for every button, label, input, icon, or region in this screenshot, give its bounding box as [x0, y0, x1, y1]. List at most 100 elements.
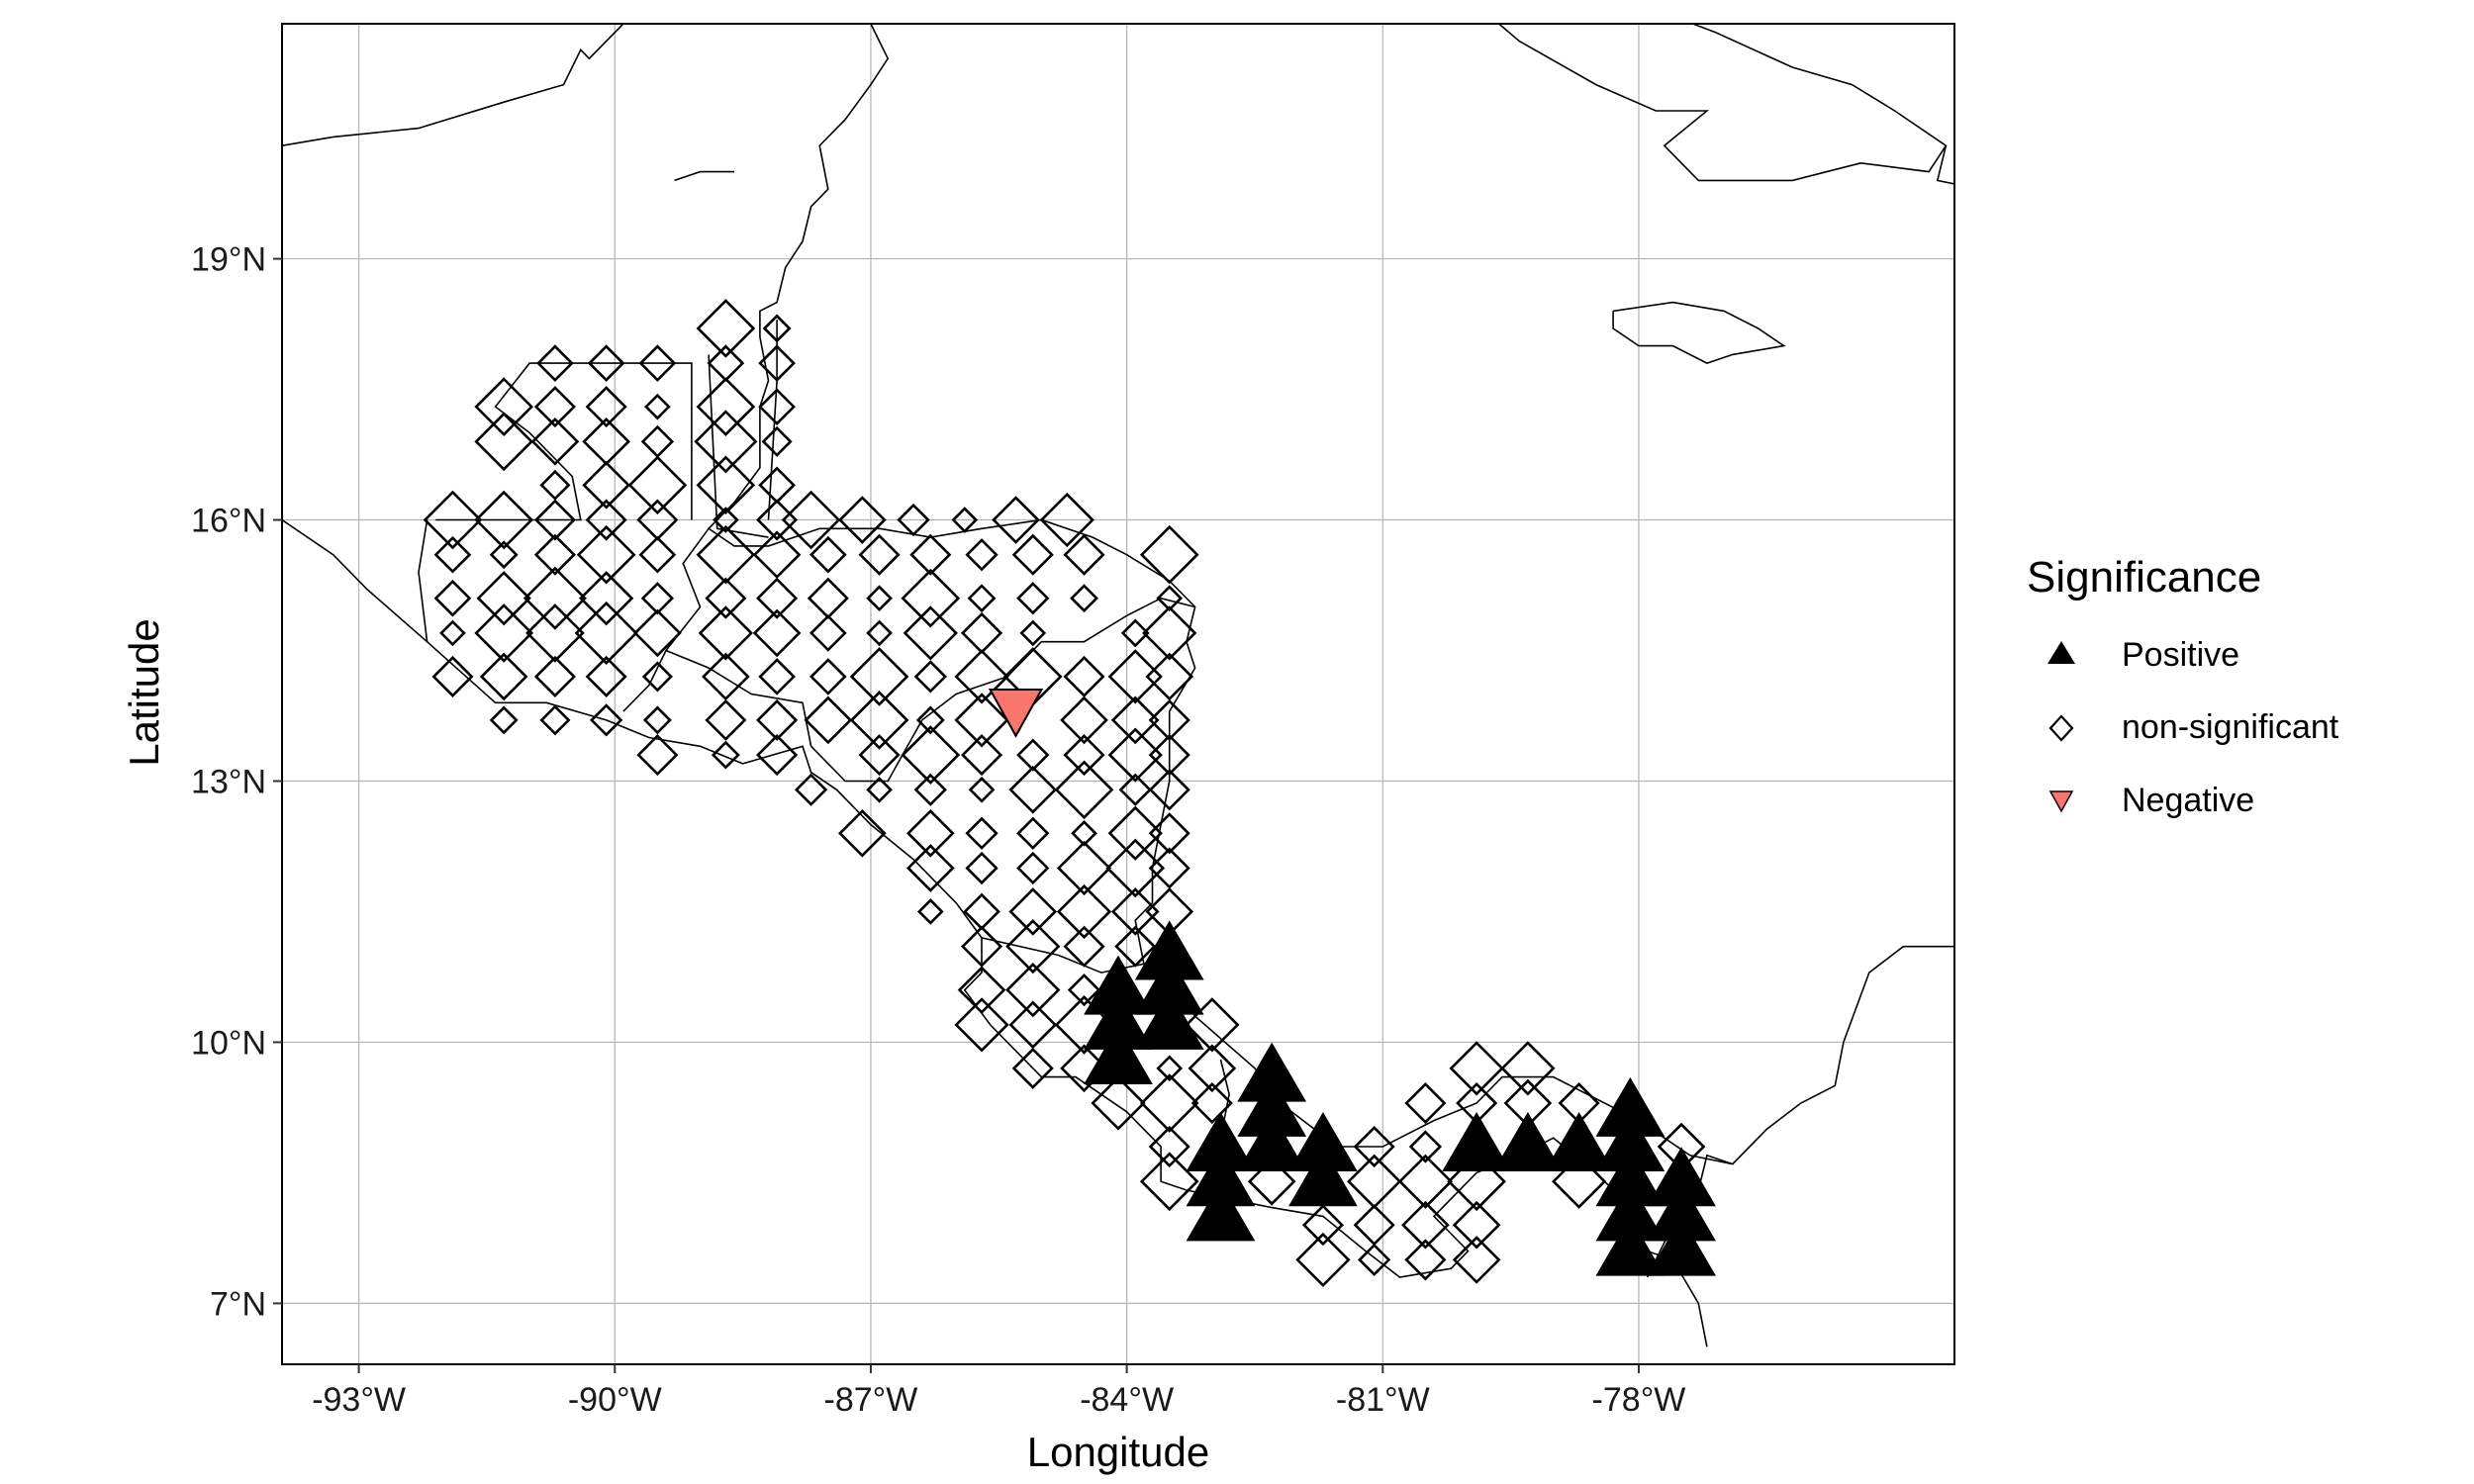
- country-border: [665, 649, 812, 747]
- diamond-marker: [1016, 816, 1050, 850]
- island-outline: [1936, 145, 1954, 185]
- diamond-marker: [705, 577, 747, 619]
- diamond-marker: [1148, 847, 1190, 889]
- diamond-marker: [837, 496, 887, 544]
- diamond-marker: [439, 619, 466, 647]
- diamond-marker: [579, 571, 634, 626]
- diamond-marker: [636, 734, 679, 777]
- diamond-marker: [474, 412, 534, 472]
- diamond-marker: [901, 568, 961, 628]
- diamond-marker: [523, 566, 587, 630]
- diamond-marker: [897, 503, 930, 537]
- diamond-marker: [1500, 1041, 1556, 1096]
- diamond-marker: [1063, 925, 1105, 968]
- y-tick-label: 16°N: [191, 503, 266, 540]
- diamond-marker: [1091, 1075, 1146, 1131]
- triangle-up-marker: [1237, 1112, 1307, 1172]
- diamond-marker: [1145, 652, 1194, 701]
- legend-label-non-significant: non-significant: [2122, 708, 2339, 746]
- diamond-marker: [1016, 738, 1050, 772]
- diamond-marker: [1139, 1152, 1199, 1212]
- diamond-marker: [1016, 851, 1050, 885]
- diamond-icon: [2048, 714, 2074, 742]
- diamond-marker: [585, 655, 627, 697]
- diamond-marker: [1070, 584, 1098, 613]
- diamond-marker: [1063, 655, 1105, 697]
- diamond-marker: [642, 705, 672, 735]
- diamond-marker: [903, 605, 958, 661]
- country-border: [622, 527, 710, 712]
- diamond-marker: [954, 649, 1009, 704]
- diamond-marker: [1005, 919, 1061, 974]
- y-tick-label: 13°N: [191, 763, 266, 800]
- diamond-marker: [794, 773, 828, 806]
- diamond-marker: [638, 535, 677, 574]
- y-tick-label: 19°N: [191, 241, 266, 279]
- island-outline: [1497, 24, 1948, 182]
- triangle-up-marker: [1288, 1147, 1358, 1207]
- diamond-marker: [474, 490, 534, 550]
- diamond-marker: [1054, 995, 1114, 1055]
- legend-title: Significance: [2027, 553, 2261, 602]
- diamond-marker: [752, 608, 802, 658]
- diamond-marker: [641, 661, 673, 693]
- diamond-marker: [781, 490, 841, 550]
- diamond-marker: [1452, 1200, 1501, 1250]
- diamond-marker: [590, 703, 623, 737]
- diamond-marker: [474, 603, 534, 663]
- diamond-marker: [758, 658, 796, 696]
- diamond-marker: [916, 898, 944, 925]
- coastline: [674, 170, 734, 182]
- diamond-marker: [1148, 769, 1190, 811]
- diamond-marker: [961, 925, 1003, 968]
- positive-points: [1084, 920, 1716, 1276]
- diamond-marker: [965, 816, 999, 850]
- triangle-down-icon: [2048, 790, 2074, 813]
- diamond-marker: [1008, 765, 1058, 814]
- diamond-marker: [702, 652, 750, 701]
- island-outline: [1612, 301, 1786, 364]
- diamond-marker: [1019, 619, 1047, 647]
- diamond-marker: [587, 344, 625, 382]
- diamond-marker: [957, 966, 1006, 1014]
- diamond-marker: [756, 734, 799, 777]
- gridlines: [282, 24, 1954, 1364]
- diamond-marker: [1120, 618, 1150, 648]
- diamond-marker: [758, 344, 796, 382]
- diamond-marker: [533, 655, 576, 697]
- diamond-marker: [633, 608, 682, 658]
- diamond-marker: [905, 844, 955, 892]
- diamond-marker: [711, 740, 740, 770]
- diamond-marker: [1139, 1073, 1199, 1133]
- diamond-marker: [1008, 887, 1058, 936]
- diamond-marker: [539, 704, 571, 736]
- diamond-marker: [476, 571, 531, 626]
- y-axis-ticks: 7°N 10°N 13°N 16°N 19°N: [191, 241, 282, 1323]
- diamond-marker: [582, 460, 630, 510]
- diamond-marker: [1301, 1204, 1344, 1247]
- diamond-marker: [858, 734, 901, 777]
- y-tick-label: 10°N: [191, 1024, 266, 1062]
- diamond-marker: [858, 533, 901, 576]
- diamond-marker: [423, 490, 483, 550]
- diamond-marker: [1404, 1082, 1447, 1125]
- triangle-down-marker: [988, 688, 1044, 738]
- diamond-marker: [1008, 1000, 1058, 1050]
- diamond-marker: [1148, 734, 1190, 777]
- diamond-marker: [1011, 1047, 1054, 1089]
- diamond-marker: [1011, 533, 1054, 576]
- x-tick-label: -90°W: [568, 1381, 662, 1419]
- legend-entry-non-significant: non-significant: [2048, 708, 2339, 746]
- legend: Significance Positive non-significant Ne…: [2027, 553, 2339, 819]
- diamond-marker: [640, 582, 675, 615]
- diamond-marker: [1452, 1236, 1501, 1284]
- diamond-marker: [576, 524, 636, 585]
- diamond-marker: [809, 535, 847, 574]
- diamond-marker: [696, 377, 756, 436]
- diamond-marker: [1401, 1200, 1450, 1250]
- diamond-marker: [479, 652, 528, 701]
- diamond-marker: [525, 603, 585, 663]
- diamond-marker: [1148, 1125, 1190, 1168]
- diamond-marker: [433, 579, 472, 617]
